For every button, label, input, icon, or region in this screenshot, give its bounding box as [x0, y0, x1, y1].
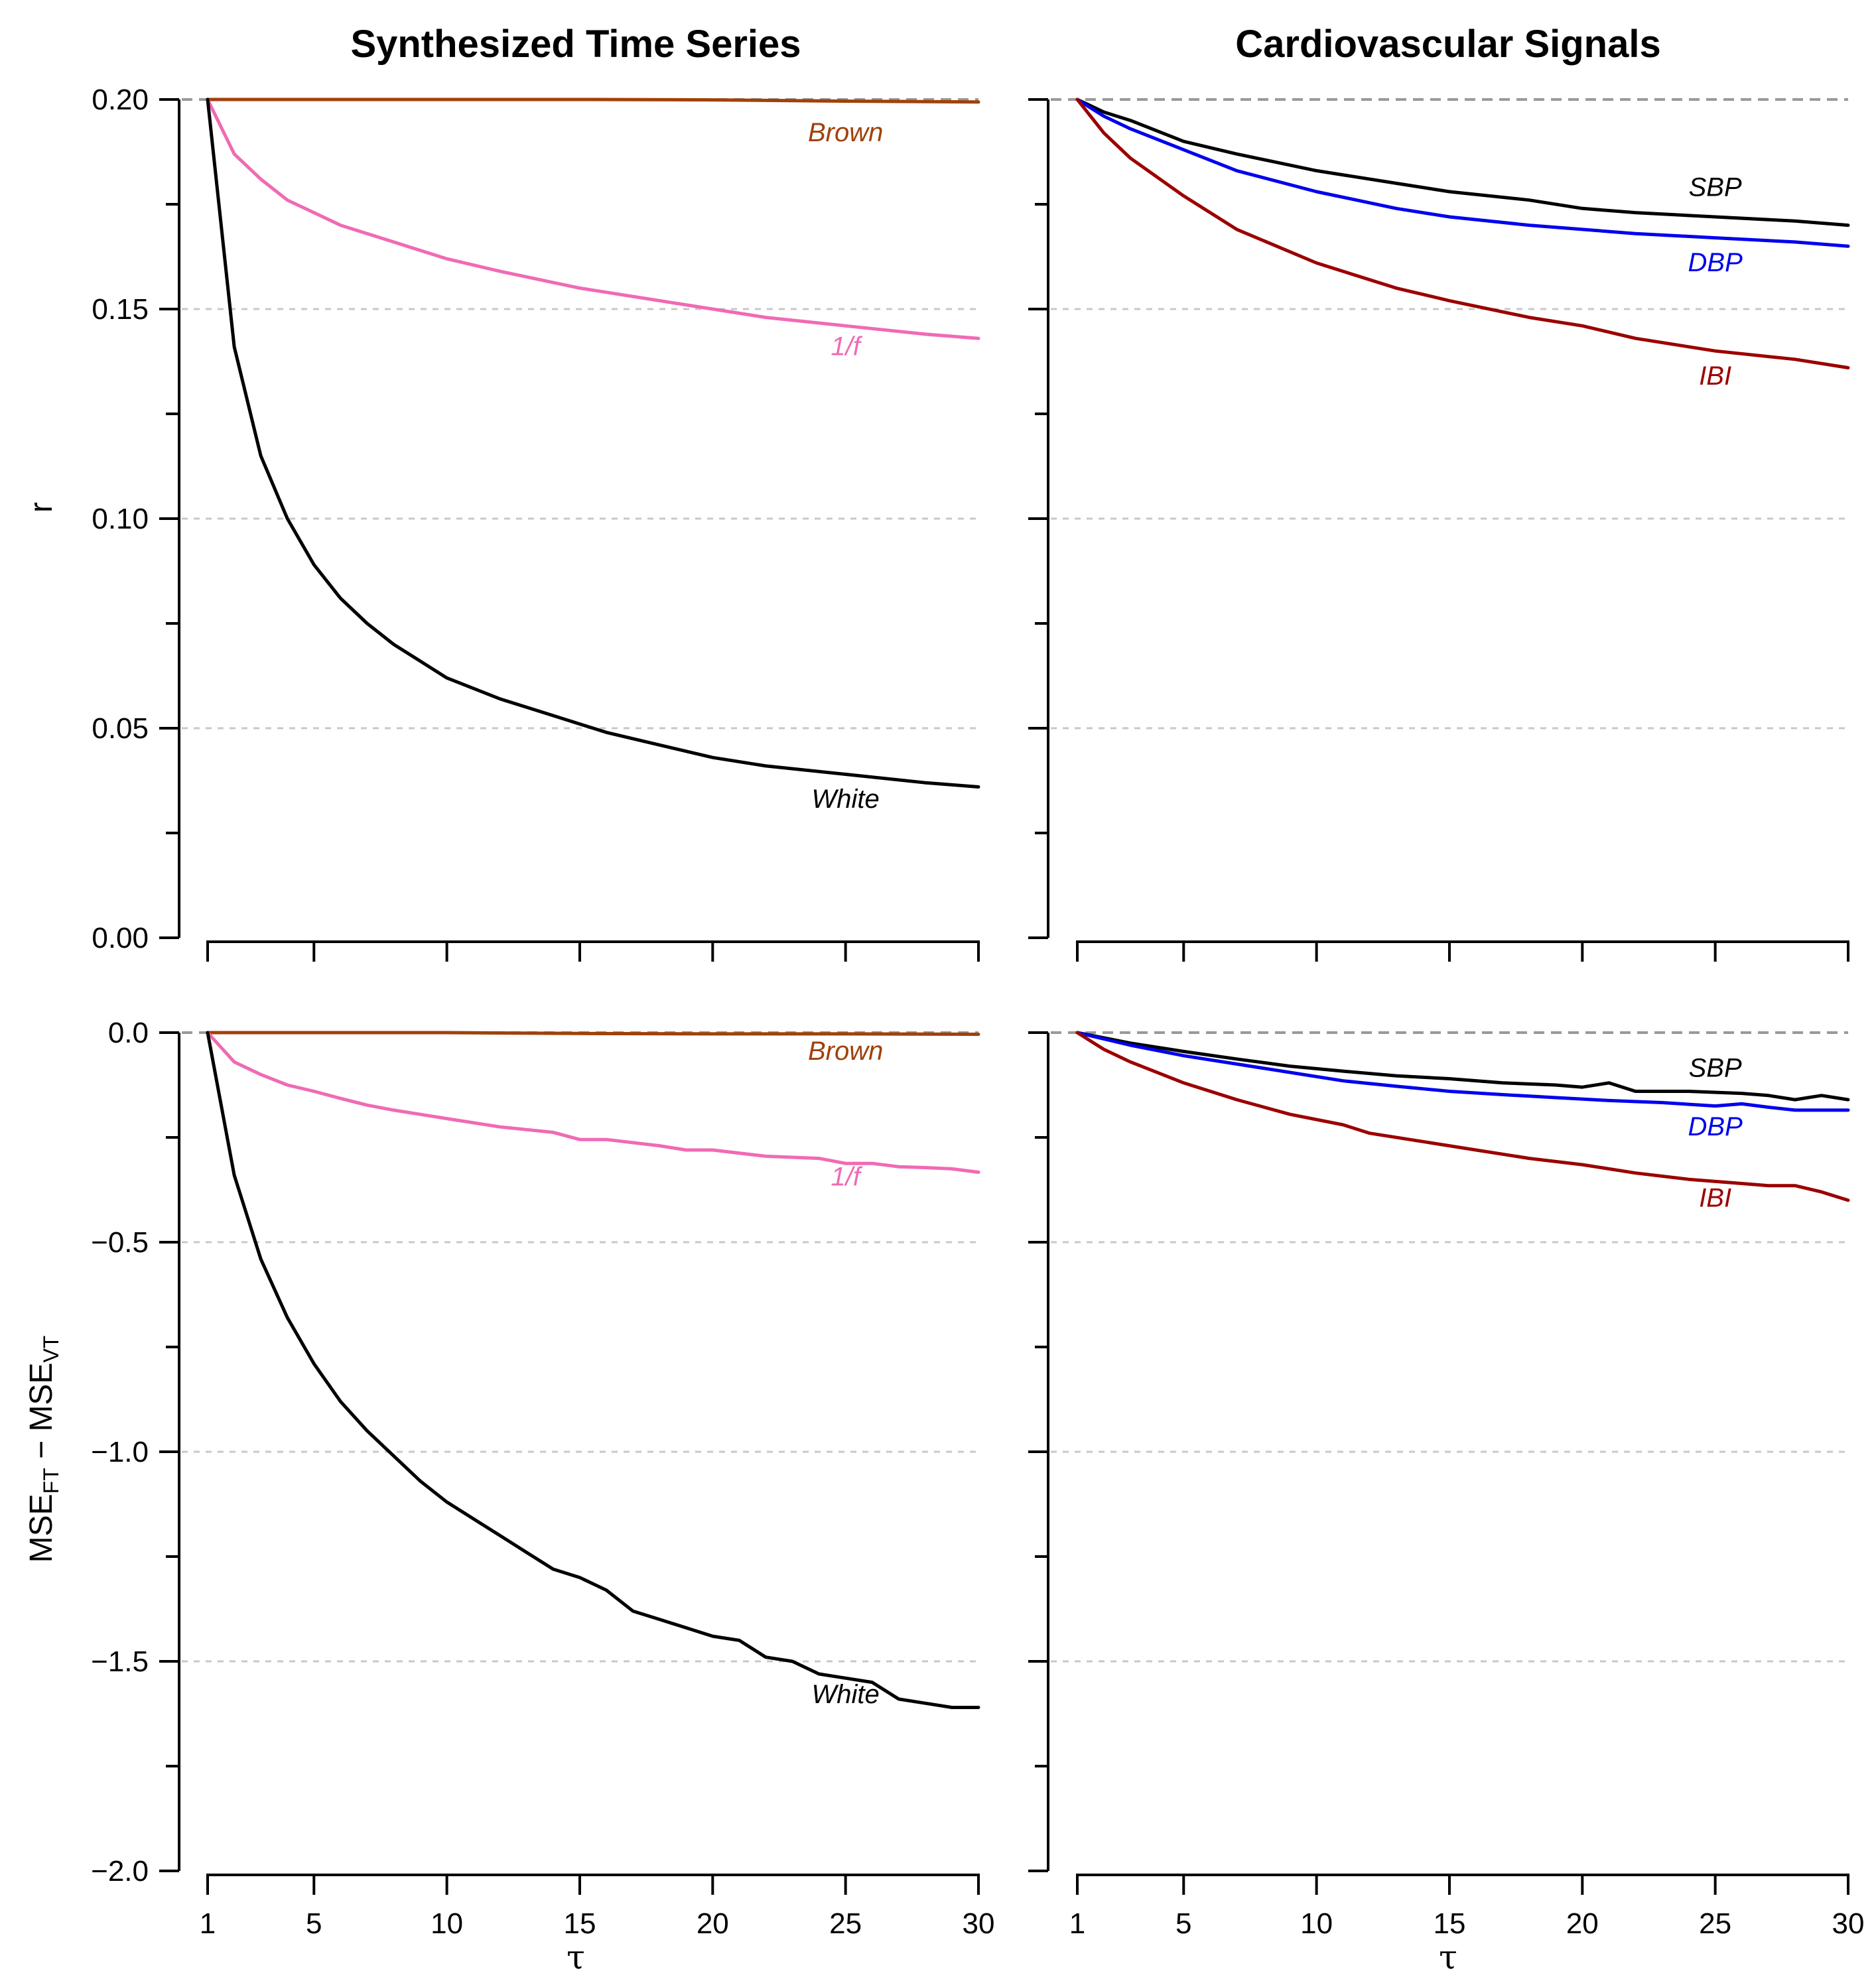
right-x-axis-label: τ: [1439, 1938, 1457, 1976]
x-tick-label: 20: [1566, 1907, 1599, 1940]
x-tick-label: 1: [1069, 1907, 1085, 1940]
series-line-1f: [206, 97, 980, 340]
series-line-dbp: [1075, 1031, 1850, 1112]
y-label-sub-vt: VT: [39, 1336, 63, 1363]
series-label-white: White: [812, 785, 880, 814]
y-tick-label: 0.0: [108, 1017, 149, 1049]
x-tick-label: 1: [200, 1907, 216, 1940]
left-x-axis-label: τ: [567, 1938, 585, 1976]
y-label-minus-mse: − MSE: [24, 1363, 59, 1468]
series-label-brown: Brown: [808, 118, 883, 147]
x-tick-label: 5: [306, 1907, 322, 1940]
x-tick-label: 15: [1433, 1907, 1465, 1940]
y-tick-label: 0.20: [92, 84, 149, 116]
x-tick-label: 10: [1300, 1907, 1333, 1940]
x-tick-label: 10: [431, 1907, 463, 1940]
y-tick-label: −0.5: [91, 1226, 149, 1259]
series-line-white: [206, 1031, 980, 1709]
series-label-ibi: IBI: [1699, 361, 1731, 391]
y-tick-label: 0.15: [92, 293, 149, 326]
series-label-sbp: SBP: [1689, 172, 1742, 202]
series-line-ibi: [1075, 97, 1850, 369]
y-tick-label: 0.10: [92, 503, 149, 535]
series-label-ibi: IBI: [1699, 1183, 1731, 1212]
x-tick-label: 30: [963, 1907, 995, 1940]
x-tick-label: 25: [1699, 1907, 1731, 1940]
bottom-y-axis-label: MSEFT − MSEVT: [24, 1336, 63, 1563]
y-tick-label: −1.5: [91, 1645, 149, 1678]
series-label-white: White: [812, 1680, 880, 1709]
series-line-brown: [206, 1031, 980, 1036]
series-line-dbp: [1075, 97, 1850, 248]
series-line-ibi: [1075, 1031, 1850, 1202]
panel-top-left: 0.20 0.15 0.10 0.05 0.00 Brown 1/f White: [92, 84, 980, 962]
series-line-sbp: [1075, 97, 1850, 227]
right-column-title: Cardiovascular Signals: [1235, 23, 1660, 66]
series-label-sbp: SBP: [1689, 1053, 1742, 1082]
y-label-mse: MSE: [24, 1494, 59, 1563]
series-line-sbp: [1075, 1031, 1850, 1102]
series-line-1f: [206, 1031, 980, 1174]
x-tick-label: 5: [1175, 1907, 1191, 1940]
series-label-dbp: DBP: [1688, 248, 1743, 277]
left-column-title: Synthesized Time Series: [350, 23, 801, 66]
x-tick-label: 15: [563, 1907, 596, 1940]
series-label-dbp: DBP: [1688, 1112, 1743, 1141]
y-tick-label: 0.05: [92, 712, 149, 745]
series-label-brown: Brown: [808, 1037, 883, 1066]
x-tick-label: 30: [1832, 1907, 1865, 1940]
panel-top-right: SBP DBP IBI: [1028, 97, 1850, 962]
series-line-white: [206, 97, 980, 789]
top-y-axis-label: r: [24, 502, 59, 513]
x-tick-label: 25: [829, 1907, 862, 1940]
y-tick-label: −2.0: [91, 1855, 149, 1887]
panel-bottom-left: 0.0−0.5−1.0−1.5−2.01 5 10 15 20 25 30Brown1/fW…: [91, 1017, 994, 1940]
series-label-1f: 1/f: [831, 1163, 862, 1192]
x-tick-label: 20: [697, 1907, 729, 1940]
y-tick-label: 0.00: [92, 922, 149, 954]
series-line-brown: [206, 97, 980, 104]
series-label-1f: 1/f: [831, 332, 862, 361]
y-tick-label: −1.0: [91, 1436, 149, 1468]
y-label-sub-ft: FT: [39, 1468, 63, 1494]
